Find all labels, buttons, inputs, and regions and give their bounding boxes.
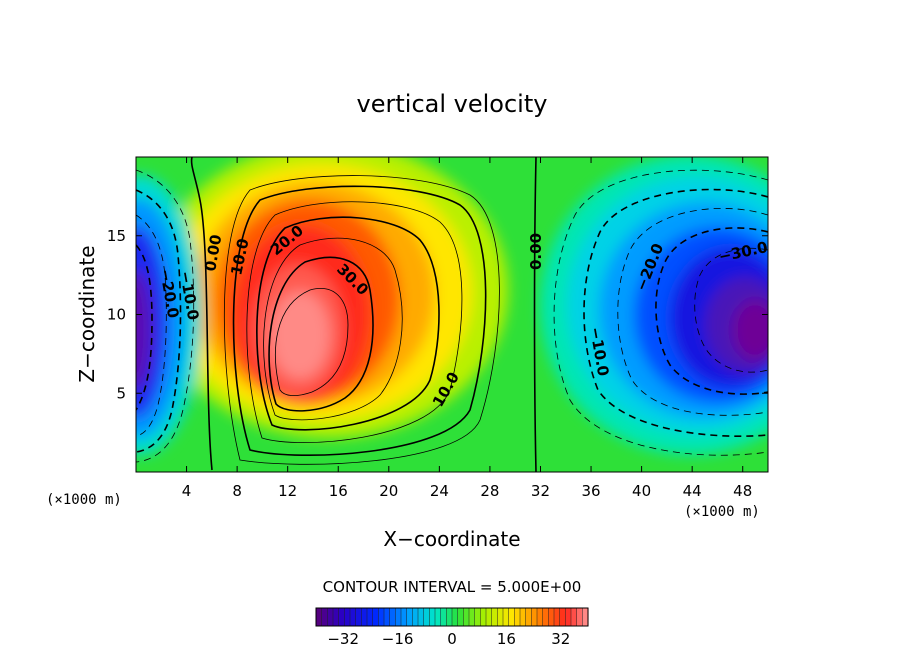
colorbar-swatch (435, 608, 442, 626)
colorbar-swatch (446, 608, 453, 626)
colorbar-swatch (582, 608, 589, 626)
colorbar-swatch (327, 608, 334, 626)
colorbar-swatch (542, 608, 549, 626)
x-axis: 4 8 12 16 20 24 28 32 36 40 44 48 (182, 157, 752, 500)
y-axis: 5 10 15 (107, 227, 768, 402)
x-tick-label: 44 (683, 482, 702, 500)
colorbar-swatch (486, 608, 493, 626)
x-tick-label: 16 (329, 482, 348, 500)
colorbar-swatch (548, 608, 555, 626)
colorbar-swatch (497, 608, 504, 626)
x-tick-label: 32 (531, 482, 550, 500)
y-axis-label: Z−coordinate (75, 245, 99, 382)
y-tick-label: 5 (116, 384, 126, 402)
colorbar-tick-label: 32 (551, 630, 570, 648)
y-tick-label: 15 (107, 227, 126, 245)
colorbar-swatch (418, 608, 425, 626)
contour-label: 0.00 (527, 233, 545, 270)
colorbar-swatch (440, 608, 447, 626)
x-tick-label: 20 (379, 482, 398, 500)
colorbar-swatch (344, 608, 351, 626)
x-tick-label: 12 (278, 482, 297, 500)
x-tick-label: 48 (733, 482, 752, 500)
chart-title: vertical velocity (357, 90, 548, 118)
colorbar-swatch (384, 608, 391, 626)
negative-contours (136, 169, 768, 463)
colorbar-swatch (367, 608, 374, 626)
colorbar-tick-label: −32 (327, 630, 359, 648)
colorbar-swatch (412, 608, 419, 626)
colorbar-swatch (457, 608, 464, 626)
colorbar-swatch (333, 608, 340, 626)
colorbar-swatch (514, 608, 521, 626)
x-unit-label-left: (×1000 m) (46, 492, 122, 508)
colorbar-swatch (576, 608, 583, 626)
colorbar-tick-label: −16 (382, 630, 414, 648)
colorbar-swatch (406, 608, 413, 626)
x-tick-label: 40 (632, 482, 651, 500)
colorbar-swatch (423, 608, 430, 626)
colorbar-swatch (452, 608, 459, 626)
colorbar-swatch (316, 608, 323, 626)
x-unit-label-right: (×1000 m) (684, 504, 760, 520)
x-tick-label: 24 (430, 482, 449, 500)
colorbar-swatch (372, 608, 379, 626)
plot-area: −20.0 −10.0 0.00 10.0 20.0 30.0 10.0 0.0… (136, 157, 768, 472)
colorbar-swatch (491, 608, 498, 626)
colorbar-swatch (503, 608, 510, 626)
colorbar-swatch (525, 608, 532, 626)
colorbar-swatch (321, 608, 328, 626)
x-tick-label: 4 (182, 482, 192, 500)
x-axis-label: X−coordinate (383, 527, 520, 551)
colorbar-ticks: −32 −16 0 16 32 (327, 630, 570, 648)
colorbar-swatch (508, 608, 515, 626)
y-tick-label: 10 (107, 306, 126, 324)
colorbar-swatch (355, 608, 362, 626)
colorbar-tick-label: 0 (447, 630, 457, 648)
colorbar-swatch (463, 608, 470, 626)
colorbar-swatch (469, 608, 476, 626)
colorbar-swatch (350, 608, 357, 626)
colorbar-swatch (531, 608, 538, 626)
colorbar-swatch (520, 608, 527, 626)
colorbar-swatch (474, 608, 481, 626)
colorbar-frame (315, 607, 589, 627)
colorbar-swatch (378, 608, 385, 626)
colorbar-tick-label: 16 (497, 630, 516, 648)
x-tick-label: 8 (232, 482, 242, 500)
x-tick-label: 28 (480, 482, 499, 500)
colorbar-swatch (429, 608, 436, 626)
colorbar (315, 607, 589, 627)
colorbar-swatch (571, 608, 578, 626)
colorbar-swatch (554, 608, 561, 626)
colorbar-swatch (480, 608, 487, 626)
x-tick-label: 36 (581, 482, 600, 500)
colorbar-swatch (565, 608, 572, 626)
contour-interval-label: CONTOUR INTERVAL = 5.000E+00 (323, 578, 582, 596)
colorbar-swatch (361, 608, 368, 626)
colorbar-swatch (395, 608, 402, 626)
positive-contours (190, 157, 537, 472)
colorbar-swatch (338, 608, 345, 626)
colorbar-swatch (559, 608, 566, 626)
colorbar-swatch (389, 608, 396, 626)
colorbar-swatch (537, 608, 544, 626)
colorbar-swatch (401, 608, 408, 626)
